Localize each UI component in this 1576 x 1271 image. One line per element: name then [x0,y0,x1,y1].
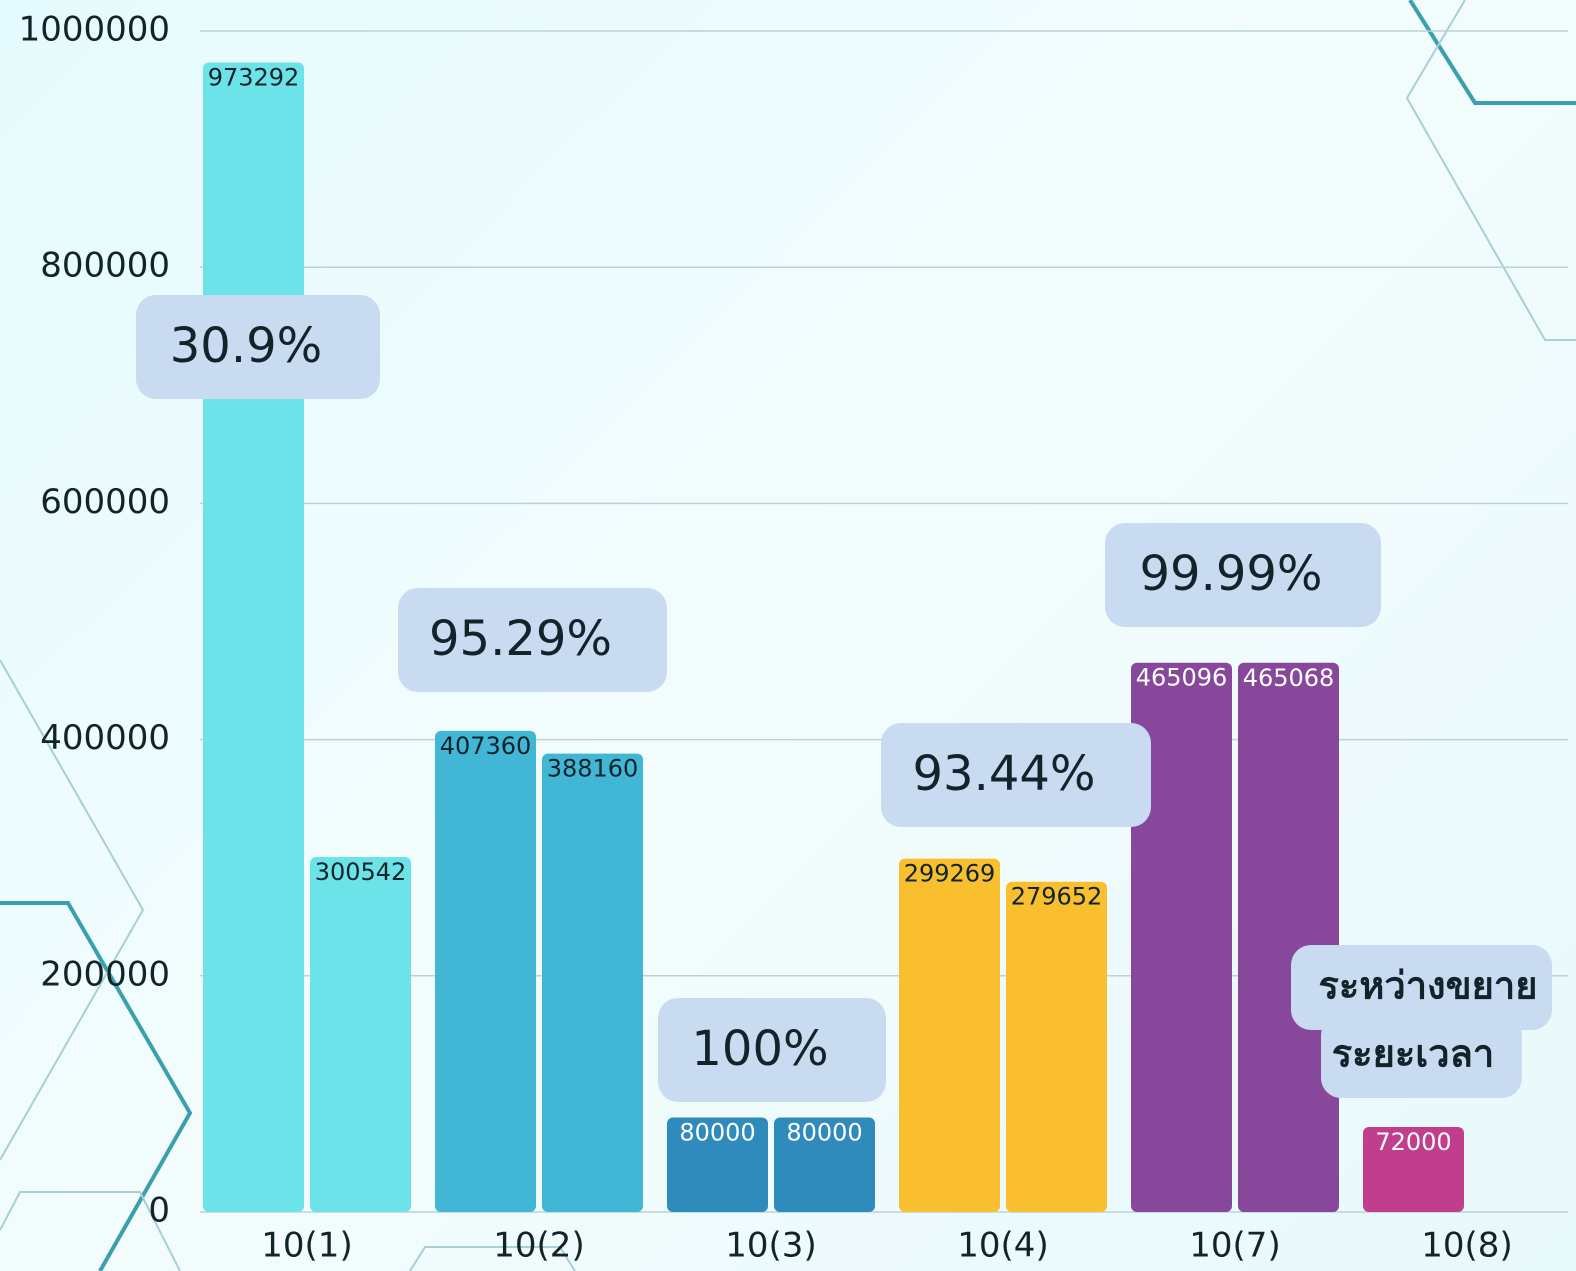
data-label: 80000 [679,1119,755,1147]
annotation-box [136,295,380,399]
annotation-box [1321,1015,1522,1098]
y-tick-label: 400000 [40,718,170,758]
data-label: 300542 [315,858,407,886]
bar [1006,881,1107,1212]
bar [774,1117,875,1212]
bar [542,753,643,1212]
bar [203,62,304,1213]
bar [435,730,536,1212]
data-label: 80000 [786,1119,862,1147]
annotation-box [1105,523,1381,627]
data-label: 72000 [1375,1128,1451,1156]
x-tick-label: 10(7) [1189,1226,1280,1266]
deco-line [409,1246,576,1271]
bar [899,858,1000,1212]
x-tick-label: 10(1) [261,1226,352,1266]
y-tick-label: 600000 [40,482,170,522]
deco-line [0,1191,181,1271]
annotation-box [881,723,1151,827]
bar [1238,662,1339,1212]
deco-line [0,901,193,1271]
y-tick-label: 0 [148,1191,170,1231]
x-tick-label: 10(2) [493,1226,584,1266]
data-label: 279652 [1011,883,1103,911]
bar [1131,662,1232,1212]
deco-line [1408,0,1576,105]
data-label: 299269 [904,860,996,888]
annotation: 100% [691,1021,828,1077]
x-tick-label: 10(3) [725,1226,816,1266]
data-label: 407360 [440,732,532,760]
bar [667,1117,768,1212]
data-label: 465068 [1243,664,1335,692]
bar [310,857,411,1212]
x-tick-label: 10(4) [957,1226,1048,1266]
y-tick-label: 1000000 [19,10,170,50]
deco-line [0,659,145,1161]
annotation-box [1291,945,1552,1030]
annotation: 30.9% [170,318,322,374]
y-tick-label: 800000 [40,246,170,286]
annotation-box [398,588,667,692]
deco-line [1405,0,1576,341]
annotation: 93.44% [912,746,1095,802]
annotation: 95.29% [429,611,612,667]
annotation: 99.99% [1139,546,1322,602]
bar [1363,1126,1464,1212]
annotation: ระหว่างขยาย [1319,964,1538,1008]
data-label: 465096 [1136,664,1228,692]
annotation: ระยะเวลา [1332,1032,1494,1076]
annotation-box [658,998,886,1102]
y-tick-label: 200000 [40,954,170,994]
data-label: 973292 [208,64,300,92]
data-label: 388160 [547,755,639,783]
x-tick-label: 10(8) [1421,1226,1512,1266]
